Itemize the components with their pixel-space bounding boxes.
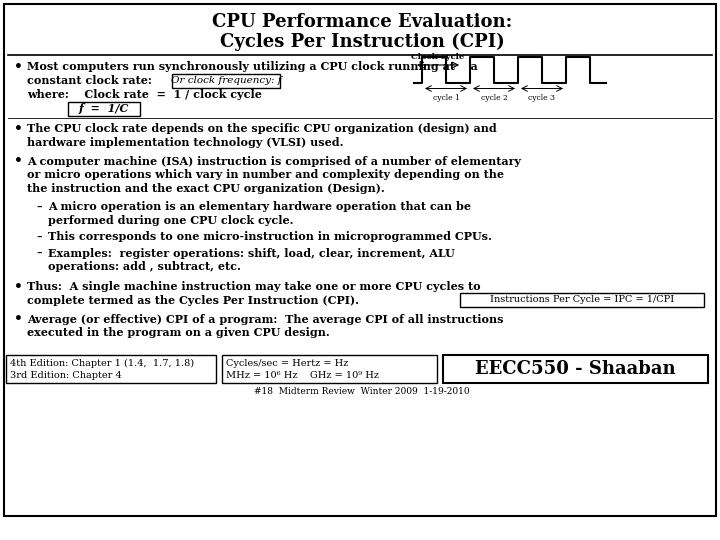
- Text: Clock cycle: Clock cycle: [411, 53, 464, 61]
- Text: EECC550 - Shaaban: EECC550 - Shaaban: [474, 360, 675, 377]
- Text: This corresponds to one micro-instruction in microprogrammed CPUs.: This corresponds to one micro-instructio…: [48, 232, 492, 242]
- Text: where:    Clock rate  =  1 / clock cycle: where: Clock rate = 1 / clock cycle: [27, 90, 262, 100]
- Text: A micro operation is an elementary hardware operation that can be: A micro operation is an elementary hardw…: [48, 201, 471, 213]
- Text: constant clock rate:: constant clock rate:: [27, 75, 152, 86]
- Text: Average (or effective) CPI of a program:  The average CPI of all instructions: Average (or effective) CPI of a program:…: [27, 314, 503, 325]
- Text: 3rd Edition: Chapter 4: 3rd Edition: Chapter 4: [10, 371, 122, 380]
- Bar: [6, 354, 216, 382]
- Text: Cycles/sec = Hertz = Hz: Cycles/sec = Hertz = Hz: [226, 359, 348, 368]
- Text: 4th Edition: Chapter 1 (1.4,  1.7, 1.8): 4th Edition: Chapter 1 (1.4, 1.7, 1.8): [10, 359, 194, 368]
- Text: •: •: [14, 60, 23, 74]
- Text: •: •: [14, 280, 23, 294]
- Text: #18  Midterm Review  Winter 2009  1-19-2010: #18 Midterm Review Winter 2009 1-19-2010: [254, 387, 470, 396]
- Text: Instructions Per Cycle = IPC = 1/CPI: Instructions Per Cycle = IPC = 1/CPI: [490, 295, 674, 305]
- Bar: [222, 354, 437, 382]
- Bar: [460, 293, 704, 307]
- Text: –: –: [36, 201, 42, 213]
- Text: CPU Performance Evaluation:: CPU Performance Evaluation:: [212, 13, 512, 31]
- Text: •: •: [14, 122, 23, 136]
- Text: performed during one CPU clock cycle.: performed during one CPU clock cycle.: [48, 215, 294, 226]
- Text: Examples:  register operations: shift, load, clear, increment, ALU: Examples: register operations: shift, lo…: [48, 248, 455, 259]
- Text: cycle 1: cycle 1: [433, 93, 459, 102]
- Text: –: –: [36, 232, 42, 242]
- Bar: [68, 102, 140, 116]
- Text: hardware implementation technology (VLSI) used.: hardware implementation technology (VLSI…: [27, 137, 343, 147]
- Text: Or clock frequency: f: Or clock frequency: f: [171, 76, 282, 85]
- Text: or micro operations which vary in number and complexity depending on the: or micro operations which vary in number…: [27, 170, 504, 180]
- Text: f  =  1/C: f = 1/C: [78, 103, 129, 114]
- Text: operations: add , subtract, etc.: operations: add , subtract, etc.: [48, 261, 241, 273]
- Text: •: •: [14, 313, 23, 327]
- Bar: [172, 73, 280, 87]
- Text: cycle 2: cycle 2: [480, 93, 508, 102]
- Text: Most computers run synchronously utilizing a CPU clock running at    a: Most computers run synchronously utilizi…: [27, 62, 478, 72]
- Text: complete termed as the Cycles Per Instruction (CPI).: complete termed as the Cycles Per Instru…: [27, 294, 359, 306]
- Text: executed in the program on a given CPU design.: executed in the program on a given CPU d…: [27, 327, 330, 339]
- Text: –: –: [36, 248, 42, 259]
- Text: the instruction and the exact CPU organization (Design).: the instruction and the exact CPU organi…: [27, 183, 384, 194]
- Text: Cycles Per Instruction (CPI): Cycles Per Instruction (CPI): [220, 33, 505, 51]
- Text: Thus:  A single machine instruction may take one or more CPU cycles to: Thus: A single machine instruction may t…: [27, 281, 481, 292]
- Text: The CPU clock rate depends on the specific CPU organization (design) and: The CPU clock rate depends on the specif…: [27, 123, 497, 134]
- Text: •: •: [14, 154, 23, 168]
- Text: MHz = 10⁶ Hz    GHz = 10⁹ Hz: MHz = 10⁶ Hz GHz = 10⁹ Hz: [226, 371, 379, 380]
- Bar: [443, 354, 708, 382]
- Text: cycle 3: cycle 3: [528, 93, 556, 102]
- Text: A computer machine (ISA) instruction is comprised of a number of elementary: A computer machine (ISA) instruction is …: [27, 156, 521, 167]
